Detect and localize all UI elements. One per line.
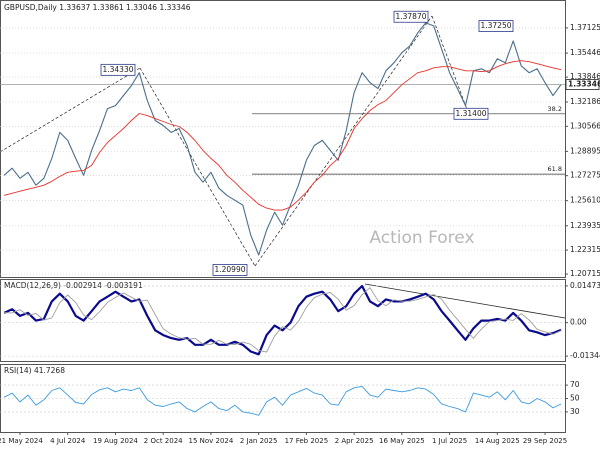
- y-tick-label: 50: [570, 394, 580, 403]
- pivot-box: [212, 264, 248, 276]
- trendlines: [0, 15, 469, 267]
- macd-panel: [0, 279, 566, 362]
- series-line: [4, 287, 562, 353]
- y-tick-label: -0.013442: [570, 351, 600, 360]
- y-tick-label: 1.23935: [570, 221, 600, 230]
- watermark: Action Forex: [369, 228, 474, 248]
- last-price-label: 1.33346: [568, 80, 600, 89]
- x-tick-label: 1 Jul 2025: [432, 437, 467, 445]
- y-tick-label: 70: [570, 380, 580, 389]
- x-tick-label: 14 Aug 2025: [475, 437, 520, 445]
- fib-label: 61.8: [548, 165, 562, 173]
- x-tick-label: 17 Feb 2025: [285, 437, 329, 445]
- price-panel: [0, 0, 566, 278]
- trendline: [0, 67, 141, 153]
- y-tick-label: 1.22315: [570, 245, 600, 254]
- x-tick-label: 2 Apr 2025: [335, 437, 374, 445]
- y-tick-label: 30: [570, 407, 580, 416]
- pivot-box: [393, 10, 429, 23]
- pivot-label: 1.34330: [102, 65, 133, 74]
- pivot-label: 1.20990: [214, 265, 245, 274]
- trendline: [431, 15, 469, 113]
- x-tick-label: 21 May 2024: [0, 437, 43, 445]
- pivot-box: [478, 20, 514, 32]
- series-line: [3, 284, 562, 356]
- last-price-box: [565, 79, 600, 91]
- pivot-box: [100, 63, 136, 76]
- x-tick-label: 15 Nov 2024: [189, 437, 234, 445]
- pivot-label: 1.31400: [455, 109, 486, 118]
- pivot-label: 1.37870: [395, 12, 426, 21]
- y-tick-label: 0.00: [570, 318, 587, 327]
- series-line: [3, 22, 562, 256]
- y-tick-label: 1.27275: [570, 171, 600, 180]
- price-title: GBPUSD,Daily 1.33637 1.33861 1.33046 1.3…: [4, 3, 191, 12]
- trendline: [254, 15, 433, 267]
- y-tick-label: 1.32186: [570, 97, 600, 106]
- x-tick-label: 4 Jul 2024: [50, 437, 86, 445]
- y-tick-label: 1.37125: [570, 23, 600, 32]
- trendline: [139, 67, 256, 267]
- x-tick-label: 2 Oct 2024: [144, 437, 183, 445]
- y-tick-label: 1.28895: [570, 146, 600, 155]
- rsi-title: RSI(14) 41.7268: [4, 366, 65, 375]
- y-tick-label: 1.33846: [570, 72, 600, 81]
- y-tick-label: 1.30566: [570, 121, 600, 130]
- macd-trendline: [364, 283, 566, 319]
- series-line: [3, 385, 562, 416]
- x-tick-label: 16 May 2025: [379, 437, 425, 445]
- fib-label: 38.2: [548, 105, 562, 113]
- y-tick-label: 1.35446: [570, 48, 600, 57]
- pivot-label: 1.37250: [480, 21, 511, 30]
- pivot-box: [453, 107, 489, 120]
- x-tick-label: 29 Sep 2025: [523, 437, 567, 445]
- y-tick-label: 0.014734: [570, 281, 600, 290]
- x-tick-label: 2 Jan 2025: [240, 437, 278, 445]
- y-tick-label: 1.20715: [570, 269, 600, 278]
- macd-title: MACD(12,26,9) -0.002914 -0.003191: [4, 281, 143, 290]
- x-tick-label: 19 Aug 2024: [93, 437, 138, 445]
- y-tick-label: 1.25610: [570, 196, 600, 205]
- series-line: [3, 60, 562, 211]
